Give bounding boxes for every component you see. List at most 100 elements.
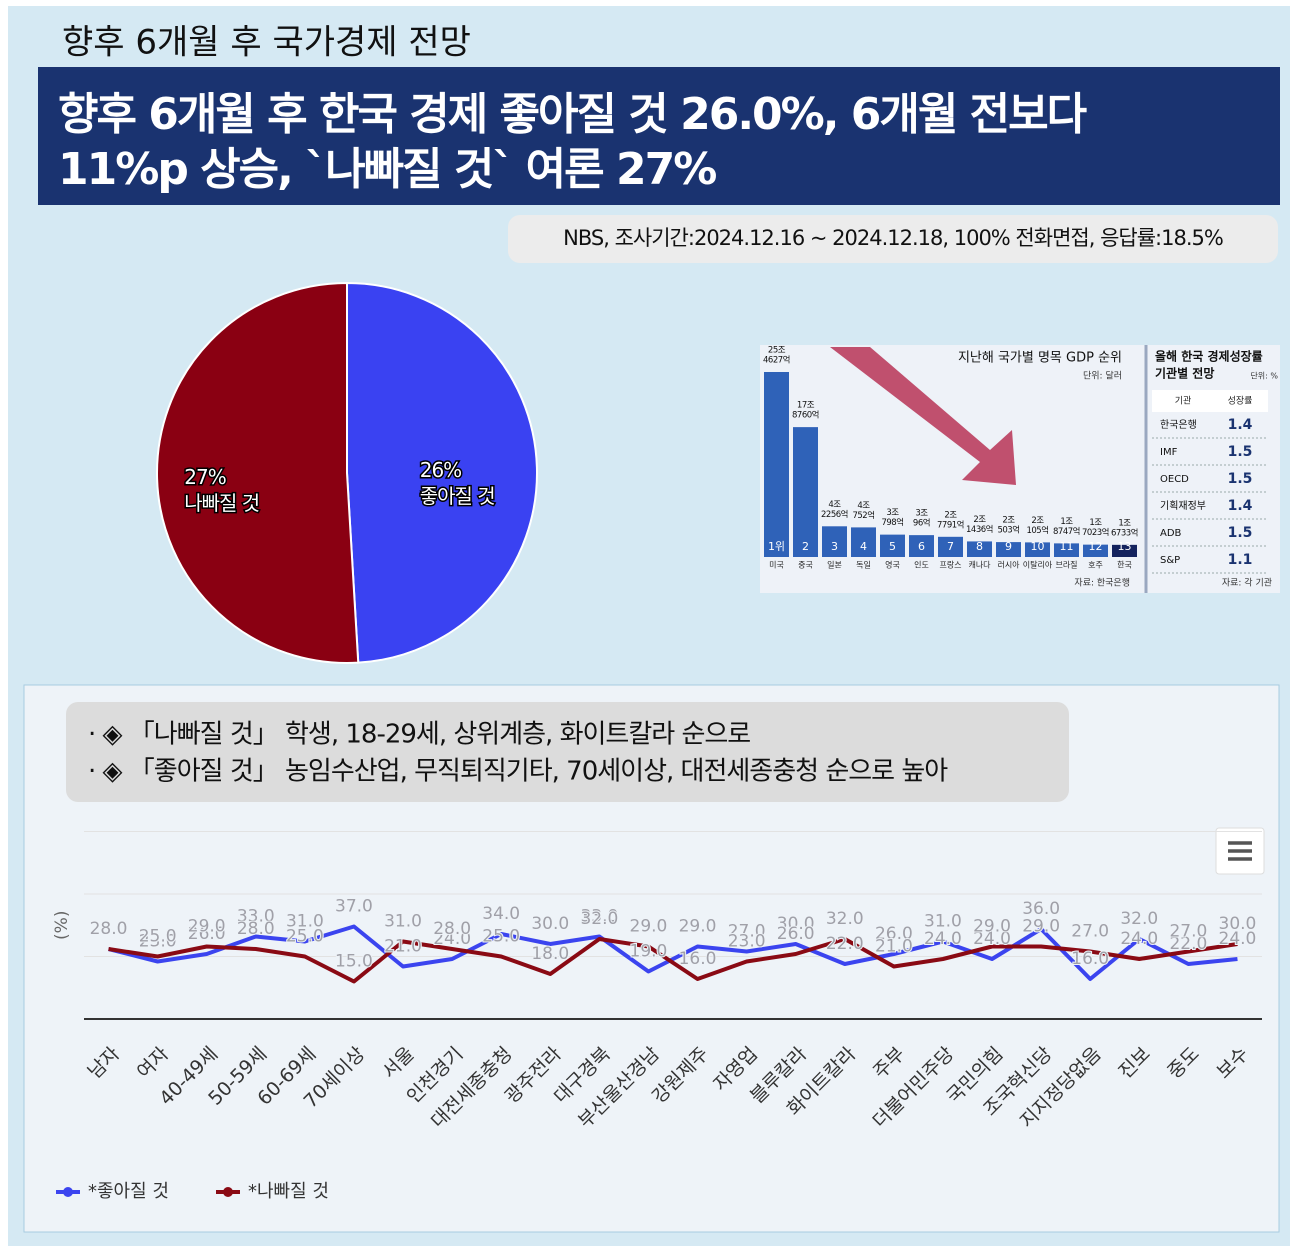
data-label: 25.0 xyxy=(139,927,177,947)
table-cell: 한국은행 xyxy=(1160,419,1197,431)
gdp-rank: 2 xyxy=(802,540,809,553)
table-cell: 1.5 xyxy=(1228,444,1253,460)
data-label: 27.0 xyxy=(728,922,766,942)
gdp-bar xyxy=(938,536,963,557)
pie-slice xyxy=(155,281,360,664)
gdp-bar xyxy=(996,542,1021,557)
gdp-value-label: 96억 xyxy=(913,518,930,529)
note: · ◈ 「나빠질 것」 학생, 18-29세, 상위계층, 화이트칼라 순으로 xyxy=(88,720,750,750)
data-label: 29.0 xyxy=(679,917,717,937)
notes-box xyxy=(66,702,1069,802)
gdp-bar xyxy=(880,534,905,557)
data-label: 36.0 xyxy=(1022,899,1060,919)
data-label: 23.0 xyxy=(139,932,177,952)
table-cell: ADB xyxy=(1160,528,1182,539)
table-cell: 1.5 xyxy=(1228,525,1253,541)
inset-unit: 단위: 달러 xyxy=(1083,370,1122,382)
data-label: 29.0 xyxy=(1022,917,1060,937)
gdp-rank: 8 xyxy=(976,540,983,553)
gdp-rank: 13 xyxy=(1118,540,1132,553)
gdp-bar xyxy=(1083,544,1108,557)
legend-marker xyxy=(223,1187,233,1197)
inset-title: 지난해 국가별 명목 GDP 순위 xyxy=(958,351,1122,366)
gdp-value-label: 7023억 xyxy=(1082,527,1109,538)
data-label: 24.0 xyxy=(924,929,962,949)
gdp-bar xyxy=(851,527,876,557)
data-label: 16.0 xyxy=(1071,949,1109,969)
gdp-country: 독일 xyxy=(856,561,871,570)
inset-arrow xyxy=(830,347,1016,485)
gdp-value-label: 1조 xyxy=(1118,518,1131,528)
data-label: 37.0 xyxy=(335,897,373,917)
pie-category-label: 좋아질 것 xyxy=(420,484,495,508)
data-label: 22.0 xyxy=(826,934,864,954)
data-label: 24.0 xyxy=(433,929,471,949)
data-label: 31.0 xyxy=(924,912,962,932)
table-cell: 1.4 xyxy=(1228,417,1253,433)
table-header: 기관 xyxy=(1175,396,1192,407)
data-label: 25.0 xyxy=(286,927,324,947)
pie-value-label: 27% xyxy=(184,465,225,489)
table-cell: S&P xyxy=(1160,555,1180,566)
gdp-value-label: 7791억 xyxy=(937,519,964,530)
gdp-value-label: 4조 xyxy=(857,501,870,511)
kicker: 향후 6개월 후 국가경제 전망 xyxy=(62,23,471,63)
data-label: 25.0 xyxy=(482,927,520,947)
data-label: 24.0 xyxy=(1219,929,1257,949)
gdp-value-label: 4조 xyxy=(828,500,841,510)
gdp-value-label: 3조 xyxy=(915,509,928,519)
data-label: 29.0 xyxy=(973,917,1011,937)
gdp-rank: 4 xyxy=(860,540,867,553)
gdp-bar xyxy=(1112,544,1137,557)
data-label: 31.0 xyxy=(286,912,324,932)
data-label: 32.0 xyxy=(1120,909,1158,929)
data-label: 33.0 xyxy=(580,907,618,927)
gdp-value-label: 3조 xyxy=(886,508,899,518)
gdp-value-label: 8747억 xyxy=(1053,526,1080,537)
table-cell: IMF xyxy=(1160,447,1178,458)
gdp-country: 중국 xyxy=(798,561,813,570)
gdp-value-label: 2조 xyxy=(944,510,957,520)
gdp-bar xyxy=(1025,542,1050,557)
menu-button[interactable] xyxy=(1215,827,1265,875)
gdp-country: 러시아 xyxy=(997,560,1020,570)
gdp-value-label: 752억 xyxy=(852,510,874,521)
y-axis-title: (%) xyxy=(52,911,72,940)
gdp-rank: 11 xyxy=(1060,540,1074,553)
table-cell: 기획재정부 xyxy=(1160,500,1206,512)
gdp-country: 이탈리아 xyxy=(1023,560,1053,570)
gdp-country: 미국 xyxy=(769,561,784,570)
gdp-value-label: 1436억 xyxy=(966,524,993,535)
gdp-bar xyxy=(1054,543,1079,557)
gdp-country: 캐나다 xyxy=(968,561,991,570)
gdp-country: 일본 xyxy=(827,561,842,570)
headline: 향후 6개월 후 한국 경제 좋아질 것 26.0%, 6개월 전보다 xyxy=(58,89,1087,140)
gdp-rank: 9 xyxy=(1005,540,1012,553)
gdp-bar xyxy=(793,427,818,557)
menu-icon[interactable] xyxy=(1228,841,1252,861)
gdp-country: 영국 xyxy=(885,560,900,570)
gdp-value-label: 2조 xyxy=(1031,516,1044,526)
table-unit: 단위: % xyxy=(1250,371,1278,381)
gdp-rank: 1위 xyxy=(768,540,785,553)
gdp-rank: 6 xyxy=(918,540,925,553)
gdp-value-label: 2조 xyxy=(1002,516,1015,526)
data-label: 29.0 xyxy=(630,917,668,937)
data-label: 27.0 xyxy=(1071,922,1109,942)
gdp-rank: 10 xyxy=(1031,540,1045,553)
gdp-value-label: 8760억 xyxy=(792,410,819,421)
data-label: 30.0 xyxy=(777,914,815,934)
legend-marker xyxy=(63,1187,73,1197)
gdp-value-label: 2256억 xyxy=(821,509,848,520)
gdp-bar xyxy=(822,526,847,557)
table-header-bg xyxy=(1152,390,1268,412)
data-label: 28.0 xyxy=(90,919,128,939)
gdp-rank: 12 xyxy=(1089,540,1103,553)
data-label: 32.0 xyxy=(580,909,618,929)
data-label: 22.0 xyxy=(1169,934,1207,954)
data-label: 27.0 xyxy=(1169,922,1207,942)
data-label: 28.0 xyxy=(90,919,128,939)
table-cell: 1.1 xyxy=(1228,552,1253,568)
